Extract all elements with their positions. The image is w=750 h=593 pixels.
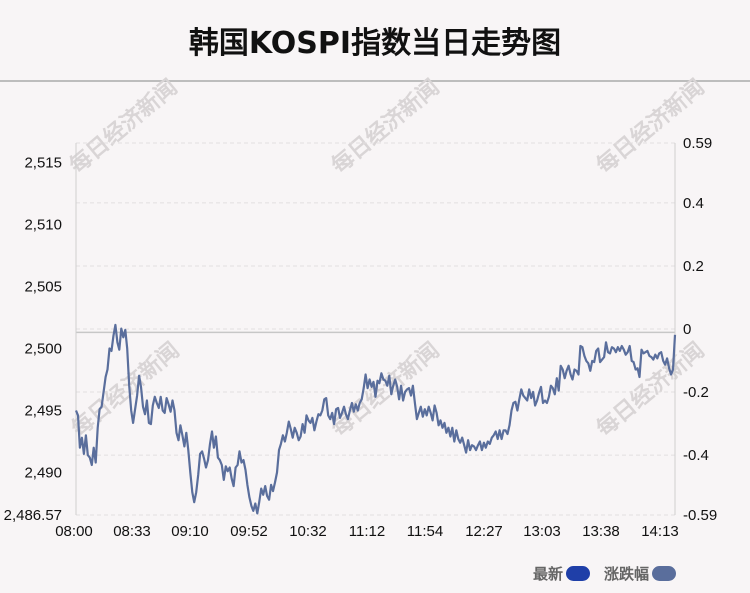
x-tick-label: 11:54 xyxy=(407,523,443,540)
y-left-tick-label: 2,486.57 xyxy=(4,507,62,524)
y-left-tick-labels: 2,486.57 2,490 2,495 2,500 2,505 2,510 2,515 xyxy=(4,154,62,524)
series-line xyxy=(74,323,677,515)
y-left-tick-label: 2,495 xyxy=(24,402,62,419)
watermark-text: 每日经济新闻 xyxy=(67,337,185,442)
watermark-text: 每日经济新闻 xyxy=(327,337,445,442)
y-right-tick-label: 0 xyxy=(683,321,691,338)
legend-swatch-latest xyxy=(566,566,591,581)
y-right-tick-label: 0.4 xyxy=(683,195,704,212)
watermark-text: 每日经济新闻 xyxy=(592,74,710,179)
x-tick-label: 10:32 xyxy=(289,523,327,540)
legend-label-change: 涨跌幅 xyxy=(604,565,650,583)
y-left-tick-label: 2,505 xyxy=(24,278,62,295)
y-right-tick-label: 0.59 xyxy=(683,135,712,152)
watermark-text: 每日经济新闻 xyxy=(327,74,445,179)
x-tick-label: 13:03 xyxy=(523,523,561,540)
y-right-tick-label: -0.59 xyxy=(683,507,717,524)
x-tick-label: 12:27 xyxy=(465,523,503,540)
header-divider xyxy=(0,80,750,82)
y-right-tick-label: -0.2 xyxy=(683,384,709,401)
y-left-tick-label: 2,515 xyxy=(24,154,62,171)
x-tick-label: 09:52 xyxy=(230,523,268,540)
y-left-tick-label: 2,490 xyxy=(24,464,62,481)
x-tick-labels: 08:00 08:33 09:10 09:52 10:32 11:12 11:54 12:27… xyxy=(55,523,679,540)
legend-item-latest[interactable]: 最新 xyxy=(533,563,591,584)
x-tick-label: 14:13 xyxy=(641,523,679,540)
x-tick-label: 08:00 xyxy=(55,523,93,540)
y-right-tick-label: -0.4 xyxy=(683,447,709,464)
legend-label-latest: 最新 xyxy=(533,565,564,583)
x-tick-label: 11:12 xyxy=(349,523,385,540)
y-left-tick-label: 2,500 xyxy=(24,340,62,357)
y-left-tick-label: 2,510 xyxy=(24,216,62,233)
x-tick-label: 09:10 xyxy=(171,523,209,540)
y-right-tick-label: 0.2 xyxy=(683,258,704,275)
grid-lines xyxy=(76,142,675,516)
watermark-text: 每日经济新闻 xyxy=(65,74,183,179)
x-tick-label: 13:38 xyxy=(582,523,620,540)
legend-item-change[interactable]: 涨跌幅 xyxy=(604,563,677,584)
x-tick-label: 08:33 xyxy=(113,523,151,540)
y-right-tick-labels: -0.59 -0.4 -0.2 0 0.2 0.4 0.59 xyxy=(683,135,717,524)
chart-title: 韩国KOSPI指数当日走势图 xyxy=(188,26,562,61)
legend: 最新 涨跌幅 xyxy=(533,563,690,584)
legend-swatch-change xyxy=(652,566,677,581)
